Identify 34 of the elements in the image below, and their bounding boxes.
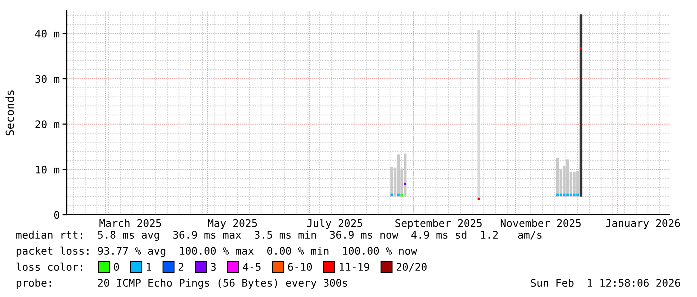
x-tick-label: March 2025 (100, 219, 162, 228)
legend-label: 1 (147, 263, 152, 271)
x-tick-label: November 2025 (500, 219, 581, 228)
y-axis-title: Seconds (6, 90, 14, 136)
text: Sun Feb 1 12:58:06 2026 (531, 278, 680, 288)
legend-label: 4-5 (243, 263, 261, 272)
x-tick-label: September 2025 (396, 219, 482, 230)
bar (580, 14, 583, 197)
point (397, 194, 400, 196)
legend-label: 20/20 (396, 263, 427, 272)
y-tick-label: 10 m (36, 166, 60, 174)
legend-label: 2 (178, 263, 184, 271)
point (390, 194, 394, 196)
text: packet loss: 93.77 % avg 100.00 % max 0.00 % min 100.00 % now (16, 246, 418, 258)
point (566, 194, 570, 196)
point (404, 182, 407, 186)
x-tick-label: July 2025 (307, 219, 362, 230)
text: median rtt: 5.8 ms avg 36.9 ms max 3.5 ms min 36.9 ms now 4.9 ms sd 1.2 am/s (16, 230, 542, 242)
point (478, 198, 480, 200)
legend-label: 11-19 (340, 263, 370, 272)
x-tick-label: May 2025 (208, 219, 258, 230)
legend-label: 3 (211, 263, 216, 272)
point (560, 194, 562, 196)
x-tick-label: January 2026 (606, 219, 680, 230)
legend-title: loss color: (16, 262, 82, 272)
point (570, 194, 572, 196)
y-tick-label: 20 m (36, 120, 60, 128)
y-tick-label: 30 m (36, 75, 60, 84)
point (576, 194, 580, 196)
y-tick-label: 40 m (35, 30, 60, 38)
text: probe: 20 ICMP Echo Pings (56 Bytes) every 300s (16, 278, 348, 290)
y-tick-label: 0 (54, 211, 60, 220)
legend-label: 6-10 (288, 263, 312, 272)
legend-label: 0 (114, 263, 120, 272)
